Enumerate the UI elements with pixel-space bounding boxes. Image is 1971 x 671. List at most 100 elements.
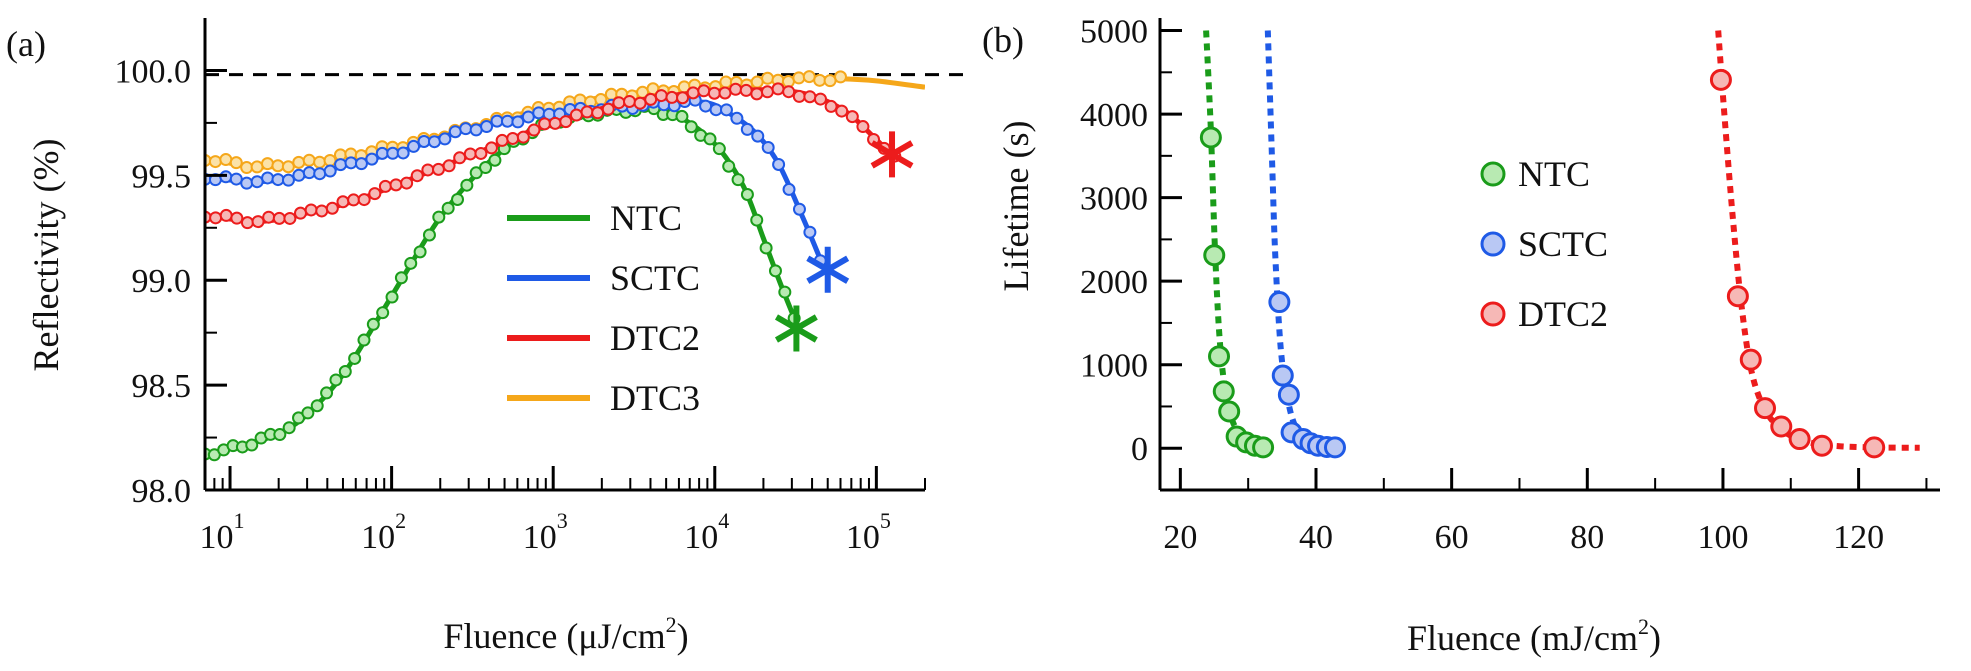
marker-dtc3: [323, 153, 337, 167]
marker-ntc: [245, 438, 259, 452]
marker-dtc2: [272, 211, 286, 225]
marker-dtc2: [474, 146, 488, 160]
break-star-ntc-stroke: [774, 314, 818, 343]
panel-a-x-tick-base-2: 10: [523, 519, 557, 556]
marker-dtc2: [347, 193, 361, 207]
marker-dtc3: [302, 153, 316, 167]
panel-a-x-ticks: 101 102 103 104 105: [200, 466, 926, 556]
panel-b-x-tick-label-1: 40: [1299, 519, 1333, 556]
legend-label-ntc: NTC: [1518, 154, 1590, 194]
marker-sctc: [407, 139, 421, 153]
data-point-dtc2: [1810, 434, 1833, 457]
marker-dtc3: [281, 160, 295, 174]
marker-dtc2: [771, 82, 785, 96]
marker-dtc3: [802, 70, 816, 84]
marker-ntc: [432, 210, 446, 224]
marker-sctc: [240, 176, 254, 190]
marker-ntc: [329, 373, 343, 387]
marker-dtc2: [665, 90, 679, 104]
marker-ntc: [301, 406, 315, 420]
legend-label-dtc2: DTC2: [1518, 294, 1608, 334]
marker-sctc: [730, 111, 744, 125]
legend-item-dtc2: DTC2: [1480, 294, 1608, 334]
marker-dtc3: [271, 159, 285, 173]
marker-ntc: [778, 285, 792, 299]
panel-b-y-tick-label-2: 2000: [1080, 264, 1148, 301]
panel-a-x-tick-exp-1: 2: [395, 508, 406, 533]
marker-dtc2: [357, 193, 371, 207]
series-dtc2: [205, 82, 902, 230]
marker-ntc: [441, 201, 455, 215]
marker-sctc: [354, 157, 368, 171]
marker-dtc2: [569, 108, 583, 122]
marker-dtc2: [378, 179, 392, 193]
data-point-dtc2: [1709, 68, 1732, 91]
marker-dtc2: [580, 105, 594, 119]
marker-dtc2: [240, 216, 254, 230]
marker-dtc2: [612, 96, 626, 110]
panel-b-x-tick-label-0: 20: [1163, 519, 1197, 556]
legend-marker-dtc2: [1480, 301, 1506, 327]
data-point-dtc2: [1726, 285, 1749, 308]
data-point-ntc: [1252, 436, 1275, 459]
marker-ntc: [451, 192, 465, 206]
marker-dtc2: [633, 96, 647, 110]
panel-a-x-tick-exp-0: 1: [234, 508, 245, 533]
marker-sctc: [521, 110, 535, 124]
break-star-sctc-stroke: [806, 255, 850, 284]
marker-sctc: [344, 156, 358, 170]
data-point-dtc2: [1788, 428, 1811, 451]
legend-item-dtc3: DTC3: [507, 378, 700, 418]
data-point-sctc: [1323, 436, 1346, 459]
marker-ntc: [460, 178, 474, 192]
break-star-ntc: [774, 305, 818, 352]
marker-dtc2: [325, 201, 339, 215]
panel-b-x-axis-title: Fluence (mJ/cm2): [1407, 614, 1661, 658]
panel-b-y-tick-label-5: 5000: [1080, 14, 1148, 51]
marker-ntc: [385, 290, 399, 304]
legend-item-sctc: SCTC: [507, 258, 700, 298]
data-point-ntc: [1218, 400, 1241, 423]
marker-sctc: [751, 129, 765, 143]
marker-dtc2: [707, 86, 721, 100]
marker-sctc: [386, 146, 400, 160]
marker-dtc2: [315, 204, 329, 218]
panel-a-x-tick-exp-4: 5: [880, 508, 891, 533]
marker-dtc2: [676, 91, 690, 105]
marker-dtc2: [538, 117, 552, 131]
panel-b-legend: NTC SCTC DTC2: [1480, 154, 1608, 334]
panel-a-y-ticks: 98.0 98.5 99.0 99.5 100.0: [115, 53, 227, 510]
marker-dtc2: [750, 87, 764, 101]
panel-a-x-tick-exp-2: 3: [557, 508, 568, 533]
marker-dtc2: [506, 131, 520, 145]
marker-dtc3: [813, 73, 827, 87]
series-ntc: [1199, 30, 1275, 459]
series-sctc: [1264, 30, 1346, 459]
marker-dtc2: [262, 210, 276, 224]
panel-b-y-axis-title: Lifetime (s): [996, 121, 1036, 292]
marker-dtc3: [834, 70, 848, 84]
marker-dtc2: [792, 89, 806, 103]
panel-a-y-tick-label-3: 99.5: [132, 158, 192, 195]
panel-b-lifetime-chart: (b) 0 1000 2000 3000 4000 5000 20 40 60 80 100 120…: [982, 14, 1940, 658]
data-point-dtc2: [1754, 397, 1777, 420]
panel-a-x-tick-label-1: 102: [361, 508, 406, 556]
panel-b-y-tick-label-4: 4000: [1080, 97, 1148, 134]
marker-sctc: [365, 152, 379, 166]
marker-sctc: [459, 122, 473, 136]
panel-a-x-axis-title-main: Fluence (μJ/cm: [443, 616, 665, 656]
panel-a-series: [205, 70, 925, 462]
marker-ntc: [348, 351, 362, 365]
marker-ntc: [675, 109, 689, 123]
panel-b-frame: [1158, 18, 1940, 492]
legend-label-sctc: SCTC: [1518, 224, 1608, 264]
marker-dtc2: [431, 162, 445, 176]
panel-a-y-tick-label-0: 98.0: [132, 473, 192, 510]
panel-b-x-tick-label-2: 60: [1435, 519, 1469, 556]
data-point-ntc: [1208, 345, 1231, 368]
marker-ntc: [413, 245, 427, 259]
panel-a-y-axis-title: Reflectivity (%): [26, 139, 66, 372]
marker-dtc2: [400, 176, 414, 190]
